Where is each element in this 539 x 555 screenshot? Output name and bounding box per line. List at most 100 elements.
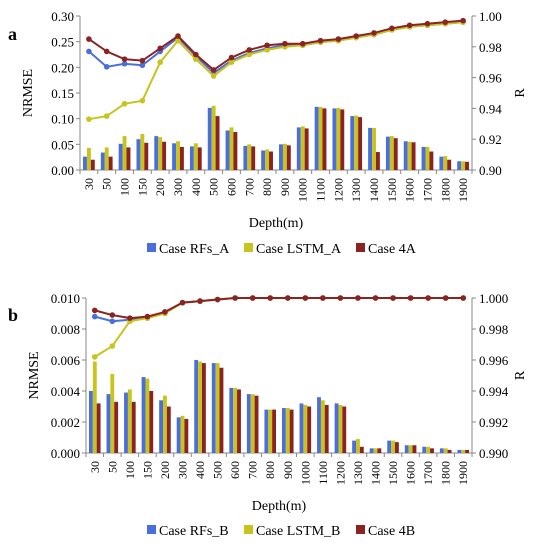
line-point xyxy=(264,47,270,53)
series-line xyxy=(94,297,464,320)
x-tick-label: 900 xyxy=(281,461,295,479)
bar xyxy=(281,408,286,453)
bar xyxy=(324,404,329,453)
series-line xyxy=(88,19,464,72)
line-point xyxy=(86,48,92,55)
bar xyxy=(461,449,466,453)
legend-swatch xyxy=(147,525,156,534)
line-point xyxy=(284,295,291,301)
line-point xyxy=(121,56,128,62)
bar xyxy=(385,136,390,170)
line-point xyxy=(175,33,181,39)
bar xyxy=(237,389,241,453)
bar xyxy=(296,127,301,170)
legend-swatch xyxy=(147,243,156,252)
x-tick-label: 30 xyxy=(82,178,96,190)
x-tick-label: 150 xyxy=(140,461,154,479)
x-tick-label: 600 xyxy=(224,178,238,196)
line-point xyxy=(103,64,110,70)
bar xyxy=(391,440,395,453)
bar xyxy=(375,152,380,170)
bar xyxy=(368,127,373,170)
line-point xyxy=(424,20,431,27)
bar xyxy=(350,116,355,170)
bar xyxy=(176,141,180,170)
line-point xyxy=(144,313,151,320)
line-point xyxy=(162,309,168,315)
bar xyxy=(317,397,321,453)
bar xyxy=(373,448,378,453)
bar xyxy=(88,391,93,453)
line-point xyxy=(121,100,128,107)
line-point xyxy=(109,312,116,318)
bar xyxy=(149,391,154,453)
x-tick-label: 1200 xyxy=(331,178,345,202)
y2-tick-label: 0.92 xyxy=(479,132,502,147)
x-tick-label: 1100 xyxy=(316,461,330,485)
bar xyxy=(136,139,141,170)
x-tick-label: 100 xyxy=(118,178,132,196)
bar xyxy=(219,367,224,453)
line-point xyxy=(425,295,431,301)
y-tick-label: 0.25 xyxy=(51,35,74,50)
bar xyxy=(172,143,177,170)
x-tick-label: 1400 xyxy=(367,178,381,202)
line-point xyxy=(139,57,146,64)
x-tick-label: 200 xyxy=(158,461,172,479)
line-point xyxy=(442,295,449,301)
x-tick-label: 1300 xyxy=(349,178,363,202)
x-tick-label: 500 xyxy=(211,461,225,479)
bar xyxy=(215,363,220,453)
bar xyxy=(439,448,444,453)
line-point xyxy=(249,295,256,301)
bar xyxy=(408,445,413,453)
bar xyxy=(457,161,462,170)
series-line xyxy=(88,21,464,121)
bar xyxy=(289,409,294,453)
x-tick-label: 500 xyxy=(207,178,221,196)
bar xyxy=(104,147,109,170)
line-point xyxy=(197,298,203,304)
bar xyxy=(243,145,248,170)
bar xyxy=(250,394,255,453)
bar xyxy=(369,448,374,453)
bar xyxy=(83,156,87,170)
bar xyxy=(269,151,273,170)
bar xyxy=(268,409,273,453)
bar xyxy=(233,387,238,453)
bar xyxy=(429,151,434,170)
bar xyxy=(457,449,462,453)
x-tick-label: 50 xyxy=(100,178,114,190)
bar xyxy=(300,126,305,170)
bar xyxy=(145,378,150,453)
line-point xyxy=(335,36,342,42)
bar xyxy=(197,147,202,170)
bar xyxy=(354,115,359,170)
bar xyxy=(122,136,127,170)
bar xyxy=(394,442,399,453)
line-point xyxy=(109,318,116,325)
bar xyxy=(92,361,97,453)
bar xyxy=(265,149,270,170)
x-tick-label: 900 xyxy=(278,178,292,196)
line-point xyxy=(390,295,396,301)
line-point xyxy=(406,22,413,29)
bar xyxy=(304,128,309,170)
line-point xyxy=(157,59,163,65)
bar xyxy=(131,401,136,453)
bar xyxy=(377,448,382,453)
bar xyxy=(336,107,341,170)
bar xyxy=(96,403,101,453)
line-point xyxy=(302,295,309,301)
x-tick-label: 1300 xyxy=(351,461,365,485)
y-tick-label: 0.05 xyxy=(51,137,74,152)
y2-tick-label: 0.98 xyxy=(479,40,502,55)
bar xyxy=(425,146,430,170)
bar xyxy=(279,144,283,170)
bar xyxy=(358,117,363,170)
bar xyxy=(141,377,146,453)
bar xyxy=(211,105,216,170)
bar xyxy=(159,400,164,453)
line-point xyxy=(127,315,133,321)
